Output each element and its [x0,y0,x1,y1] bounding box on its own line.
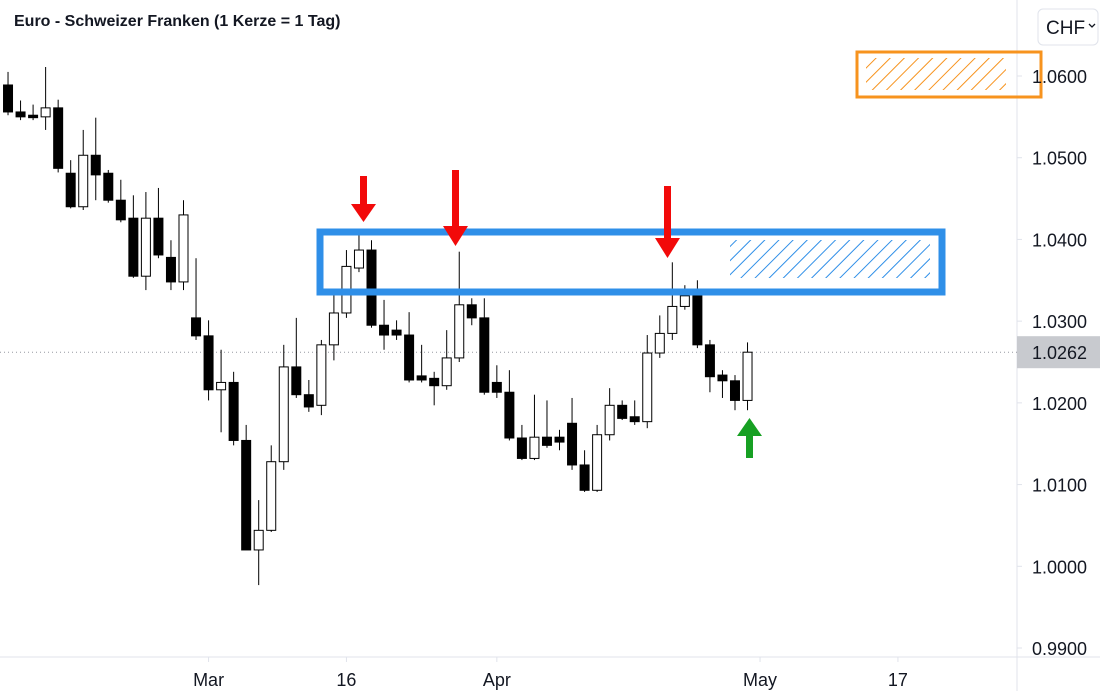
candle-body [554,436,565,443]
currency-label[interactable]: CHF [1046,18,1085,39]
candle-body [3,84,14,113]
candle-body [216,381,227,391]
candle-body [516,437,527,459]
candle-body [228,381,239,441]
x-tick-label: Mar [193,670,224,690]
candle-body [178,214,189,283]
candle-body [491,381,502,393]
candle-body [203,335,214,391]
x-tick-label: 16 [336,670,356,690]
last-price-box [1017,336,1100,369]
candle-body [140,217,151,277]
candle-body [416,375,427,381]
y-tick-label: 1.0300 [1032,312,1087,332]
candle-body [65,172,76,208]
annotations [316,50,1043,458]
down-arrow [655,186,680,258]
candle-body [53,107,64,169]
chart-title: Euro - Schweizer Franken (1 Kerze = 1 Ta… [14,13,340,30]
target-hatch [866,58,1006,90]
candle-body [153,217,164,256]
candle-body [504,391,515,439]
candle-body [291,366,302,396]
candle-body [391,329,402,336]
y-tick-label: 0.9900 [1032,639,1087,659]
dropdown-caret[interactable] [1088,23,1096,28]
candle-body [541,436,552,446]
candle-body [191,317,202,337]
candle-body [729,380,740,401]
candle-body [115,199,126,221]
x-tick-label: 17 [888,670,908,690]
candle-body [441,357,452,387]
candle-body [479,317,490,393]
candle-body [40,107,51,118]
currency-button[interactable]: CHF [1037,8,1099,46]
candle-body [592,434,603,491]
candle-body [165,256,176,283]
candle-body [642,352,653,423]
candle-body [278,366,289,463]
candle-body [128,217,139,277]
candle-body [28,114,39,119]
candle-body [466,304,477,319]
candle-body [15,111,26,118]
candle-body [529,436,540,459]
candle-body [704,344,715,378]
y-tick-label: 1.0000 [1032,557,1087,577]
y-tick-label: 1.0600 [1032,67,1087,87]
y-tick-label: 1.0400 [1032,230,1087,250]
candle-body [241,439,252,551]
down-arrow [443,170,468,246]
last-price-label: 1.0262 [1032,343,1087,363]
up-arrow [737,418,762,458]
candle-body [379,324,390,336]
candle-body [667,305,678,334]
candle-body [316,344,327,406]
candle-body [78,154,89,208]
y-tick-label: 1.0100 [1032,476,1087,496]
candle-body [353,249,364,269]
x-tick-label: Apr [483,670,511,690]
candle-body [679,295,690,307]
candle-body [103,172,114,201]
candle-body [303,394,314,408]
candle-body [604,404,615,436]
plot-area [0,67,1017,586]
candle-body [328,312,339,346]
candle-body [579,464,590,491]
candle-body [454,304,465,359]
red-arrows [351,170,680,258]
y-tick-label: 1.0200 [1032,394,1087,414]
y-tick-label: 1.0500 [1032,149,1087,169]
down-arrow [351,176,376,222]
candle-body [266,461,277,531]
candle-body [567,422,578,466]
x-tick-label: May [743,670,777,690]
candle-body [253,529,264,551]
candle-body [692,295,703,346]
candle-body [629,416,640,423]
candle-body [617,404,628,419]
candle-body [429,377,440,387]
candle-body [742,351,753,401]
candle-body [90,154,101,176]
currency-button-box[interactable] [1037,8,1099,46]
resistance-zone [316,228,946,296]
candle-body [404,334,415,381]
zone-hatch [730,240,930,278]
candle-body [717,374,728,382]
target-zone [855,50,1043,99]
candle-body [654,332,665,354]
candle-body [366,249,377,326]
